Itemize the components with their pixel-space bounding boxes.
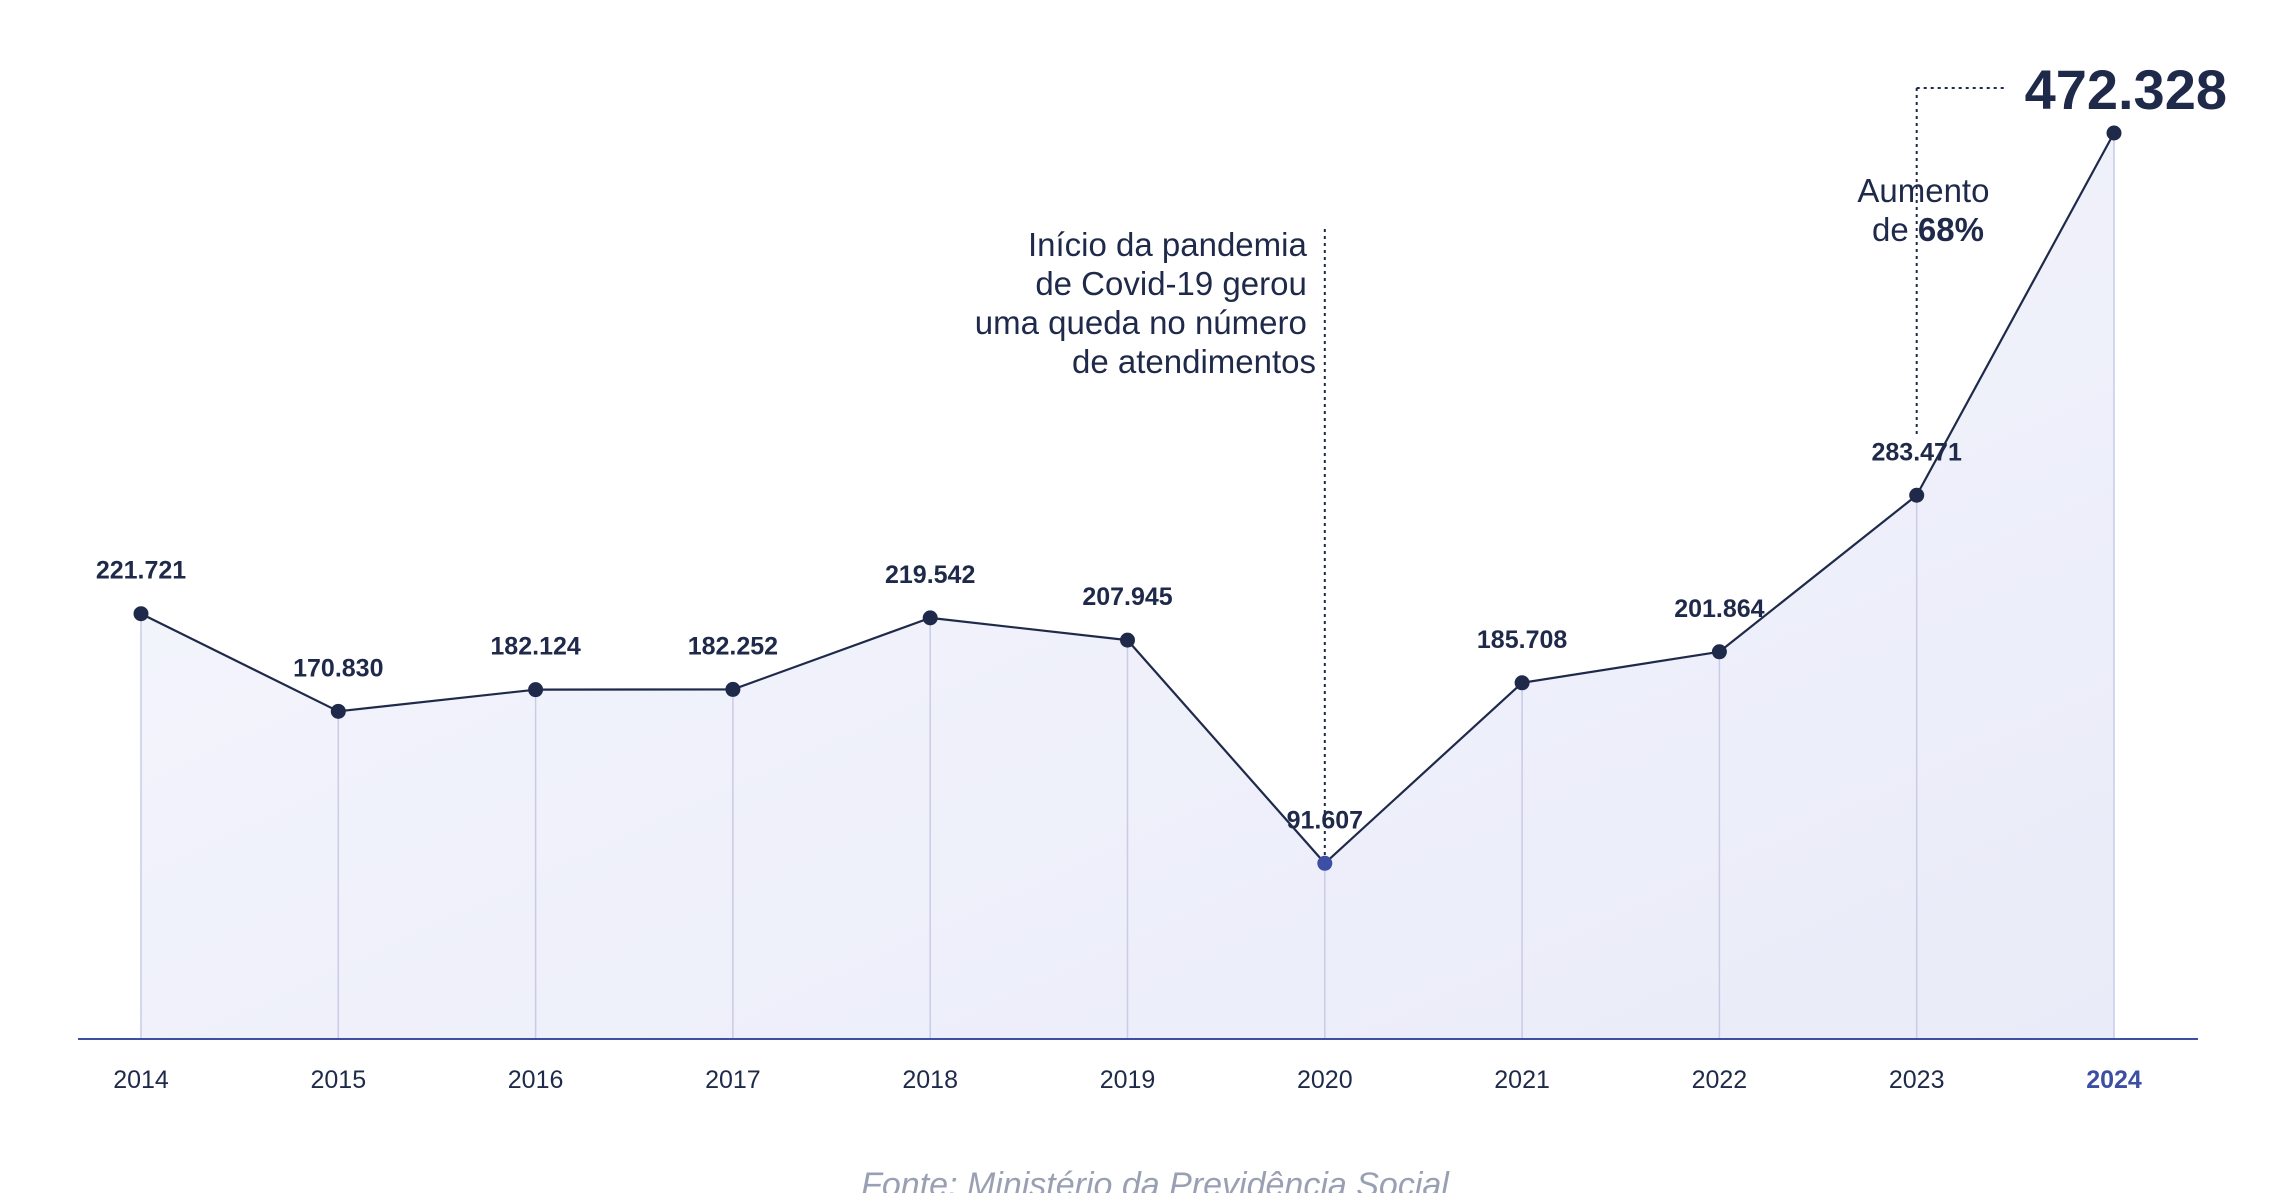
data-point-2021: [1514, 675, 1530, 691]
value-label-2021: 185.708: [1477, 626, 1567, 654]
series-area: [141, 133, 2114, 1039]
x-tick-2020: 2020: [1297, 1066, 1353, 1094]
x-tick-2018: 2018: [902, 1066, 958, 1094]
value-label-2020: 91.607: [1287, 806, 1363, 834]
area-fill-layer: [141, 133, 2114, 1039]
pandemic-annotation-line-2: de Covid-19 gerou: [1035, 265, 1307, 302]
data-point-2015: [330, 703, 346, 719]
increase-annotation-line-2: de 68%: [1872, 211, 1984, 248]
value-label-2018: 219.542: [885, 561, 975, 589]
x-tick-2019: 2019: [1100, 1066, 1156, 1094]
source-note: Fonte: Ministério da Previdência Social: [861, 1166, 1450, 1193]
value-labels: 221.721 170.830 182.124 182.252 219.542 207.9…: [96, 58, 2227, 834]
x-tick-2021: 2021: [1494, 1066, 1550, 1094]
pandemic-annotation-line-3: uma queda no número: [975, 304, 1307, 341]
x-tick-2016: 2016: [508, 1066, 564, 1094]
increase-annotation-prefix: de: [1872, 211, 1918, 248]
annotation-leader-lines: [1323, 87, 2005, 858]
pandemic-annotation-line-1: Início da pandemia: [1028, 226, 1308, 263]
x-tick-2024: 2024: [2086, 1066, 2142, 1094]
data-point-2024: [2106, 125, 2122, 141]
data-point-2023: [1909, 487, 1925, 503]
x-tick-labels: 2014 2015 2016 2017 2018 2019 2020 2021 2022 2023…: [113, 1066, 2142, 1094]
value-label-2019: 207.945: [1082, 583, 1172, 611]
x-tick-2014: 2014: [113, 1066, 169, 1094]
pandemic-annotation-line-4: de atendimentos: [1072, 343, 1316, 380]
value-label-2016: 182.124: [490, 633, 580, 661]
x-tick-2015: 2015: [310, 1066, 366, 1094]
increase-annotation-line-1: Aumento: [1857, 172, 1989, 209]
value-label-2022: 201.864: [1674, 595, 1764, 623]
increase-annotation: Aumento de 68%: [1857, 172, 1998, 248]
value-label-2014: 221.721: [96, 557, 186, 585]
pandemic-annotation: Início da pandemia de Covid-19 gerou uma…: [975, 226, 1316, 380]
x-tick-2017: 2017: [705, 1066, 761, 1094]
data-point-2016: [528, 682, 544, 698]
value-label-2015: 170.830: [293, 654, 383, 682]
value-label-2024: 472.328: [2025, 58, 2227, 121]
data-point-2020: [1317, 855, 1333, 871]
value-label-2017: 182.252: [688, 632, 778, 660]
data-point-2019: [1120, 632, 1135, 648]
data-point-2018: [922, 610, 938, 626]
gridlines: [140, 133, 2115, 1039]
data-point-2022: [1711, 644, 1727, 660]
data-points: [133, 125, 2122, 871]
increase-annotation-percent: 68%: [1918, 211, 1984, 248]
x-tick-2023: 2023: [1889, 1066, 1945, 1094]
data-point-2017: [725, 681, 741, 697]
data-point-2014: [133, 606, 149, 622]
value-label-2023: 283.471: [1872, 438, 1962, 466]
x-tick-2022: 2022: [1692, 1066, 1748, 1094]
